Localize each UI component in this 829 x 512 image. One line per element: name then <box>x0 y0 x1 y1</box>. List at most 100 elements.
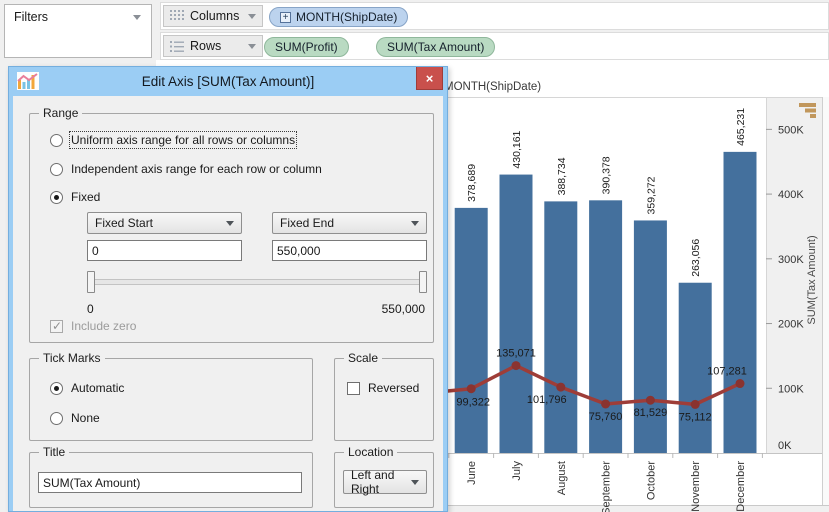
columns-dropdown-icon[interactable] <box>248 13 256 19</box>
tick-marks-group: Tick Marks Automatic None <box>29 351 313 441</box>
range-group-label: Range <box>39 106 83 120</box>
axis-title-input[interactable] <box>38 472 302 493</box>
columns-shelf-label: Columns <box>190 9 240 23</box>
dialog-title: Edit Axis [SUM(Tax Amount)] <box>141 74 315 89</box>
month-label-july: July <box>511 461 523 481</box>
line-value-label: 99,322 <box>456 397 490 409</box>
y-tick-label: 500K <box>778 124 804 136</box>
sort-descending-icon[interactable] <box>805 108 816 113</box>
month-label-september: September <box>601 461 613 512</box>
month-label-august: August <box>556 461 568 495</box>
bar-august[interactable] <box>544 201 578 453</box>
tick-marks-group-label: Tick Marks <box>39 351 105 365</box>
fixed-end-dropdown[interactable]: Fixed End <box>272 212 427 234</box>
bar-november[interactable] <box>678 282 712 453</box>
scale-group-label: Scale <box>344 351 383 365</box>
bar-september[interactable] <box>589 200 623 453</box>
radio-independent-axis-range[interactable]: Independent axis range for each row or c… <box>50 162 322 176</box>
radio-label: Fixed <box>71 190 101 204</box>
expand-plus-icon[interactable]: + <box>280 11 291 23</box>
line-marker-september[interactable] <box>601 399 611 409</box>
filters-shelf-label: Filters <box>14 10 49 24</box>
y-tick-label: 100K <box>778 383 804 395</box>
bar-value-label: 430,161 <box>511 130 523 168</box>
radio-label: Automatic <box>71 381 125 395</box>
filters-shelf: Filters <box>4 4 152 58</box>
slider-max-label: 550,000 <box>381 302 425 316</box>
title-group: Title <box>29 445 313 508</box>
line-marker-november[interactable] <box>690 399 700 409</box>
radio-uniform-axis-range[interactable]: Uniform axis range for all rows or colum… <box>50 131 298 149</box>
dialog-body: Range Uniform axis range for all rows or… <box>13 96 443 511</box>
y-tick-label: 300K <box>778 254 804 266</box>
line-marker-june[interactable] <box>466 384 476 394</box>
y-tick-label: 400K <box>778 189 804 201</box>
radio-label: Independent axis range for each row or c… <box>71 162 322 176</box>
slider-handle-max[interactable] <box>419 271 427 293</box>
chevron-down-icon <box>411 220 419 226</box>
dropdown-value: Left and Right <box>351 468 395 496</box>
rows-dropdown-icon[interactable] <box>248 43 256 49</box>
fixed-start-input[interactable] <box>87 240 242 261</box>
checkbox-label: Reversed <box>368 381 420 395</box>
range-group: Range Uniform axis range for all rows or… <box>29 106 434 343</box>
sort-descending-icon[interactable] <box>799 103 816 107</box>
bar-december[interactable] <box>723 151 757 453</box>
reversed-checkbox[interactable]: Reversed <box>347 381 419 395</box>
close-icon[interactable]: × <box>416 67 443 90</box>
tax-amount-line <box>430 363 741 407</box>
slider-min-label: 0 <box>87 302 94 316</box>
checkbox-icon[interactable] <box>347 381 360 395</box>
line-marker-october[interactable] <box>645 395 655 405</box>
column-field-header: MONTH(ShipDate) <box>444 81 542 93</box>
columns-grid-icon <box>170 9 184 20</box>
line-marker-july[interactable] <box>511 361 521 371</box>
line-value-label: 81,529 <box>634 407 668 419</box>
columns-shelf-cell[interactable]: Columns <box>163 5 263 27</box>
rows-list-icon <box>170 40 184 52</box>
radio-icon[interactable] <box>50 162 63 176</box>
fixed-start-dropdown[interactable]: Fixed Start <box>87 212 242 234</box>
slider-handle-min[interactable] <box>87 271 95 293</box>
month-label-november: November <box>690 461 702 512</box>
bar-october[interactable] <box>633 220 667 453</box>
bar-value-label: 359,272 <box>645 176 657 214</box>
radio-fixed[interactable]: Fixed <box>50 190 100 204</box>
filters-dropdown-icon[interactable] <box>133 15 141 20</box>
line-value-label: 107,281 <box>707 366 747 378</box>
sort-descending-icon[interactable] <box>810 114 816 118</box>
rows-shelf-cell[interactable]: Rows <box>163 35 263 57</box>
dialog-titlebar[interactable]: Edit Axis [SUM(Tax Amount)] × <box>9 67 447 96</box>
bar-july[interactable] <box>499 174 533 453</box>
bar-june[interactable] <box>454 207 488 453</box>
line-marker-december[interactable] <box>735 379 745 389</box>
chevron-down-icon <box>411 479 419 485</box>
line-value-label: 75,760 <box>589 411 623 423</box>
radio-icon[interactable] <box>50 133 63 147</box>
columns-shelf: Columns + MONTH(ShipDate) <box>160 2 829 30</box>
y-tick-label: 0K <box>778 440 792 452</box>
radio-tick-automatic[interactable]: Automatic <box>50 381 124 395</box>
right-axis-title: SUM(Tax Amount) <box>806 235 818 324</box>
bar-value-label: 465,231 <box>735 108 747 146</box>
month-label-december: December <box>735 461 747 512</box>
checkbox-icon <box>50 319 63 333</box>
radio-tick-none[interactable]: None <box>50 411 100 425</box>
slider-track <box>90 279 424 285</box>
pill-sum-tax-amount[interactable]: SUM(Tax Amount) <box>376 37 496 57</box>
line-value-label: 101,796 <box>527 394 567 406</box>
include-zero-checkbox: Include zero <box>50 319 136 333</box>
radio-icon[interactable] <box>50 411 63 425</box>
bar-value-label: 378,689 <box>466 164 478 202</box>
location-group: Location Left and Right <box>334 445 434 508</box>
pill-sum-profit[interactable]: SUM(Profit) <box>264 37 349 57</box>
radio-icon[interactable] <box>50 190 63 204</box>
location-group-label: Location <box>344 445 398 459</box>
fixed-end-input[interactable] <box>272 240 427 261</box>
range-slider <box>87 270 427 294</box>
radio-icon[interactable] <box>50 381 63 395</box>
location-dropdown[interactable]: Left and Right <box>343 468 427 496</box>
edit-axis-icon <box>17 72 39 90</box>
pill-month-shipdate[interactable]: + MONTH(ShipDate) <box>269 7 409 27</box>
line-marker-august[interactable] <box>556 382 566 392</box>
